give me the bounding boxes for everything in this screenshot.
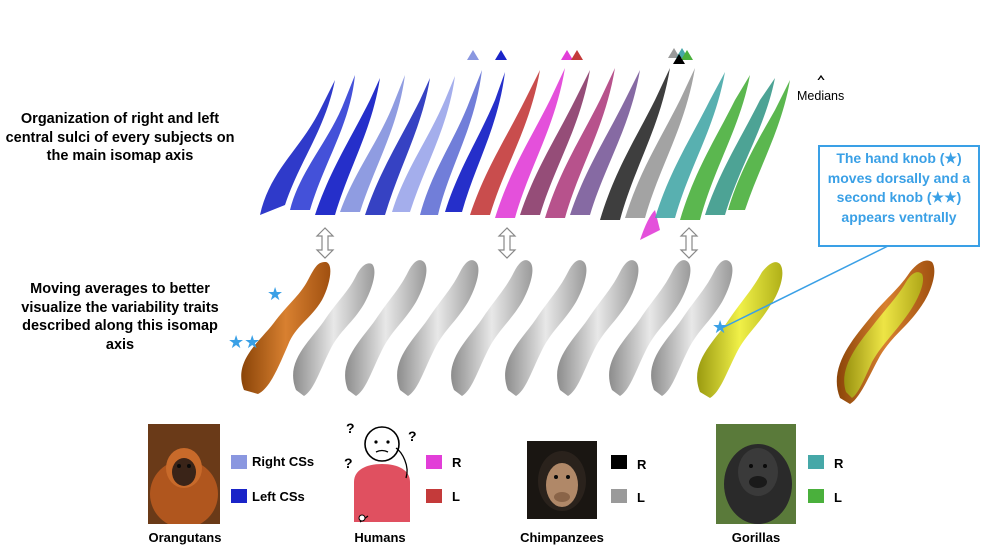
hand-knob-callout: The hand knob (★) moves dorsally and a s… — [818, 145, 980, 247]
single-star-marker: ★ — [267, 284, 284, 304]
sulci-orangutans — [260, 70, 505, 215]
orangutan-photo — [148, 424, 220, 524]
question-mark-1: ? — [346, 420, 355, 436]
left-css-swatch — [231, 489, 247, 503]
gorilla-l-label: L — [834, 490, 842, 505]
vertical-arrows — [315, 227, 699, 259]
human-l-swatch — [426, 489, 442, 503]
sulcus-average-6 — [505, 260, 587, 396]
double-arrow-3 — [679, 227, 699, 259]
sulcus-average-2 — [293, 263, 375, 396]
double-arrow-2 — [497, 227, 517, 259]
sulcus-average-3 — [345, 260, 427, 396]
median-gorilla-l-triangle — [681, 50, 693, 60]
gorilla-r-swatch — [808, 455, 824, 469]
moving-averages — [241, 245, 935, 404]
top-caption: Organization of right and left central s… — [5, 111, 235, 164]
sulcus-average-10 — [697, 262, 783, 398]
sulcus-average-7 — [557, 260, 639, 396]
sulci-humans — [470, 68, 640, 218]
question-mark-3: ? — [344, 455, 353, 471]
gorilla-r-label: R — [834, 456, 844, 471]
median-right-css-triangle — [467, 50, 479, 60]
overlay-yellow-sulcus — [844, 272, 924, 398]
chimpanzee-photo — [527, 441, 597, 519]
yellow-star-marker: ★ — [712, 317, 729, 337]
chimpanzees-label: Chimpanzees — [520, 530, 604, 545]
gorilla-photo — [716, 424, 796, 524]
bottom-caption: Moving averages to better visualize the … — [21, 281, 219, 353]
question-mark-2: ? — [408, 428, 417, 444]
sulcus-average-4 — [397, 260, 479, 396]
median-human-r-triangle — [561, 50, 573, 60]
double-arrow-1 — [315, 227, 335, 259]
sulci-chimpanzees — [600, 68, 695, 240]
sulcus-average-1 — [241, 262, 331, 394]
gorilla-l-swatch — [808, 489, 824, 503]
sulcus-average-9 — [651, 260, 733, 396]
human-drawing — [354, 426, 410, 523]
median-chimp-l-triangle — [668, 48, 680, 58]
sulci-band — [260, 68, 790, 240]
right-css-label: Right CSs — [252, 454, 315, 469]
humans-label: Humans — [354, 530, 406, 545]
gorillas-label: Gorillas — [731, 530, 781, 545]
human-l-label: L — [452, 489, 460, 504]
sulcus-average-8 — [609, 260, 691, 396]
double-star-marker: ★★ — [228, 332, 261, 352]
sulci-gorillas — [655, 72, 790, 220]
sulcus-average-5 — [451, 260, 533, 396]
right-css-swatch — [231, 455, 247, 469]
median-markers — [467, 48, 825, 80]
chimp-r-swatch — [611, 455, 627, 469]
median-left-css-triangle — [495, 50, 507, 60]
chimp-l-swatch — [611, 489, 627, 503]
chimp-r-label: R — [637, 457, 647, 472]
left-css-label: Left CSs — [252, 489, 305, 504]
medians-label: Medians — [797, 89, 845, 103]
orangutans-label: Orangutans — [148, 530, 222, 545]
human-r-label: R — [452, 455, 462, 470]
median-chimp-r-triangle — [673, 54, 685, 64]
callout-pointer — [721, 245, 889, 329]
human-r-swatch — [426, 455, 442, 469]
median-human-l-triangle — [571, 50, 583, 60]
chimp-l-label: L — [637, 490, 645, 505]
